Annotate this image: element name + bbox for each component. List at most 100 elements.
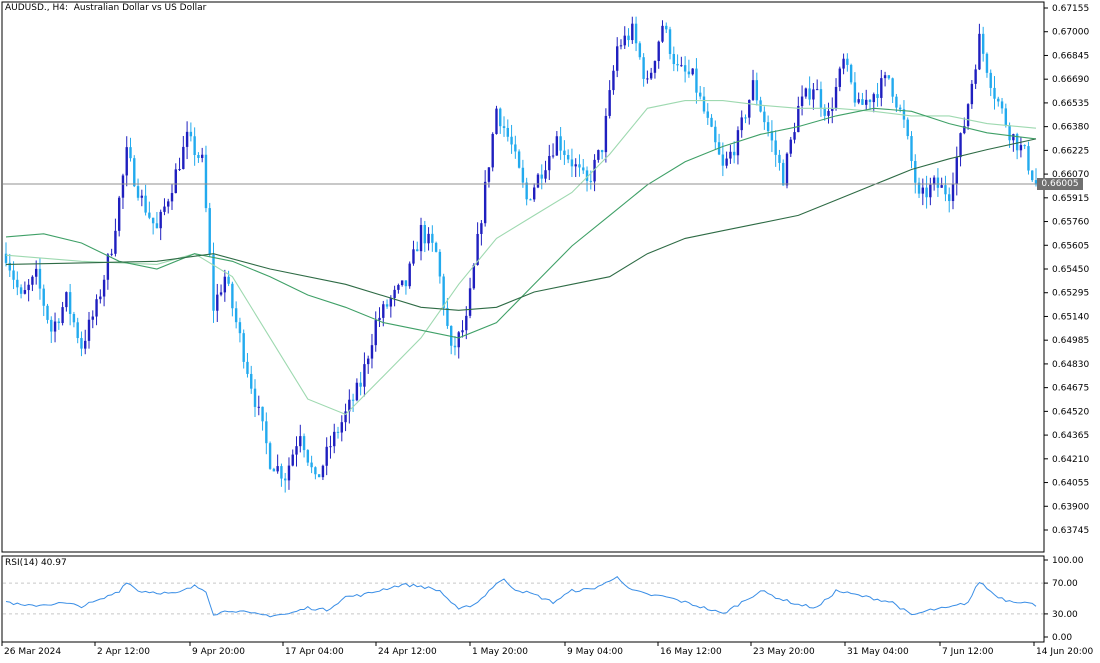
bull-candle xyxy=(114,230,117,254)
bear-candle xyxy=(710,117,713,127)
bear-candle xyxy=(665,25,668,30)
bear-candle xyxy=(234,308,238,323)
bear-candle xyxy=(253,388,257,407)
bull-candle xyxy=(631,23,634,41)
bear-candle xyxy=(19,287,23,294)
bear-candle xyxy=(676,64,679,66)
bull-candle xyxy=(815,89,819,91)
bull-candle xyxy=(125,147,128,176)
bear-candle xyxy=(566,154,570,160)
bull-candle xyxy=(827,110,830,116)
bear-candle xyxy=(148,212,151,218)
bull-candle xyxy=(955,157,958,185)
bull-candle xyxy=(653,61,657,73)
bear-candle xyxy=(306,450,310,463)
bear-candle xyxy=(672,53,676,65)
bear-candle xyxy=(144,195,147,213)
bear-candle xyxy=(997,98,1000,102)
price-axis-label: 0.66380 xyxy=(1052,123,1089,133)
bull-candle xyxy=(616,46,619,71)
bull-candle xyxy=(468,288,472,316)
bear-candle xyxy=(8,262,11,271)
bear-candle xyxy=(582,167,585,171)
bear-candle xyxy=(1008,125,1011,141)
rsi-axis-label: 30.00 xyxy=(1052,610,1078,620)
rsi-axis-label: 0.00 xyxy=(1052,633,1072,643)
bear-candle xyxy=(1000,101,1004,109)
bear-candle xyxy=(302,436,306,451)
bear-candle xyxy=(1027,146,1030,171)
bear-candle xyxy=(1031,170,1034,181)
bull-candle xyxy=(974,69,977,84)
bear-candle xyxy=(12,270,15,280)
rsi-label: RSI(14) 40.97 xyxy=(5,558,67,568)
bull-candle xyxy=(646,78,649,80)
main-panel-frame xyxy=(1,1,1045,553)
bear-candle xyxy=(770,131,774,141)
bear-candle xyxy=(529,199,532,201)
price-axis-label: 0.66225 xyxy=(1052,146,1089,156)
price-axis-label: 0.63900 xyxy=(1052,502,1089,512)
price-axis-label: 0.67155 xyxy=(1052,4,1089,14)
bull-candle xyxy=(178,169,181,171)
bear-candle xyxy=(438,251,442,277)
bull-candle xyxy=(393,289,396,298)
bear-candle xyxy=(227,276,230,284)
time-axis-label: 7 Jun 12:00 xyxy=(942,647,994,657)
bear-candle xyxy=(702,96,706,112)
bear-candle xyxy=(242,333,245,362)
time-axis-label: 9 Apr 20:00 xyxy=(192,647,245,657)
price-axis-label: 0.64520 xyxy=(1052,407,1089,417)
rsi-axis-label: 100.00 xyxy=(1052,556,1084,566)
bull-candle xyxy=(65,292,68,308)
bear-candle xyxy=(589,180,592,182)
bear-candle xyxy=(50,319,53,332)
bear-candle xyxy=(517,151,521,168)
bear-candle xyxy=(1015,134,1019,151)
price-axis-label: 0.65915 xyxy=(1052,194,1089,204)
bull-candle xyxy=(657,41,660,62)
bear-candle xyxy=(540,174,543,179)
bear-candle xyxy=(1023,145,1026,147)
bear-candle xyxy=(695,68,698,93)
bull-candle xyxy=(978,33,981,70)
bull-candle xyxy=(834,86,838,109)
bear-candle xyxy=(416,249,419,252)
bear-candle xyxy=(925,187,928,198)
bear-candle xyxy=(204,154,208,209)
bull-candle xyxy=(140,195,144,198)
bull-candle xyxy=(23,290,27,294)
bull-candle xyxy=(291,454,294,466)
bull-candle xyxy=(382,304,385,318)
bear-candle xyxy=(699,92,702,97)
bear-candle xyxy=(849,64,853,83)
bull-candle xyxy=(533,187,536,200)
time-axis-label: 1 May 20:00 xyxy=(472,647,528,657)
bear-candle xyxy=(846,58,849,65)
bear-candle xyxy=(778,154,781,163)
bull-candle xyxy=(374,320,377,346)
bull-candle xyxy=(729,151,732,159)
bear-candle xyxy=(876,94,879,98)
current-price-tag: 0.66005 xyxy=(1037,178,1083,190)
bear-candle xyxy=(585,170,589,181)
bear-candle xyxy=(46,305,49,320)
bear-candle xyxy=(887,75,891,79)
bull-candle xyxy=(412,249,415,264)
bull-candle xyxy=(295,446,298,455)
bull-candle xyxy=(748,99,751,118)
moving-average-line xyxy=(5,138,1037,311)
bear-candle xyxy=(638,43,642,58)
bear-candle xyxy=(732,151,736,156)
bear-candle xyxy=(774,140,777,155)
bear-candle xyxy=(16,279,19,288)
bull-candle xyxy=(427,233,430,244)
bear-candle xyxy=(687,71,691,75)
bear-candle xyxy=(446,308,449,326)
bull-candle xyxy=(27,284,30,291)
bear-candle xyxy=(238,322,242,334)
bull-candle xyxy=(880,78,883,98)
bear-candle xyxy=(265,421,268,444)
